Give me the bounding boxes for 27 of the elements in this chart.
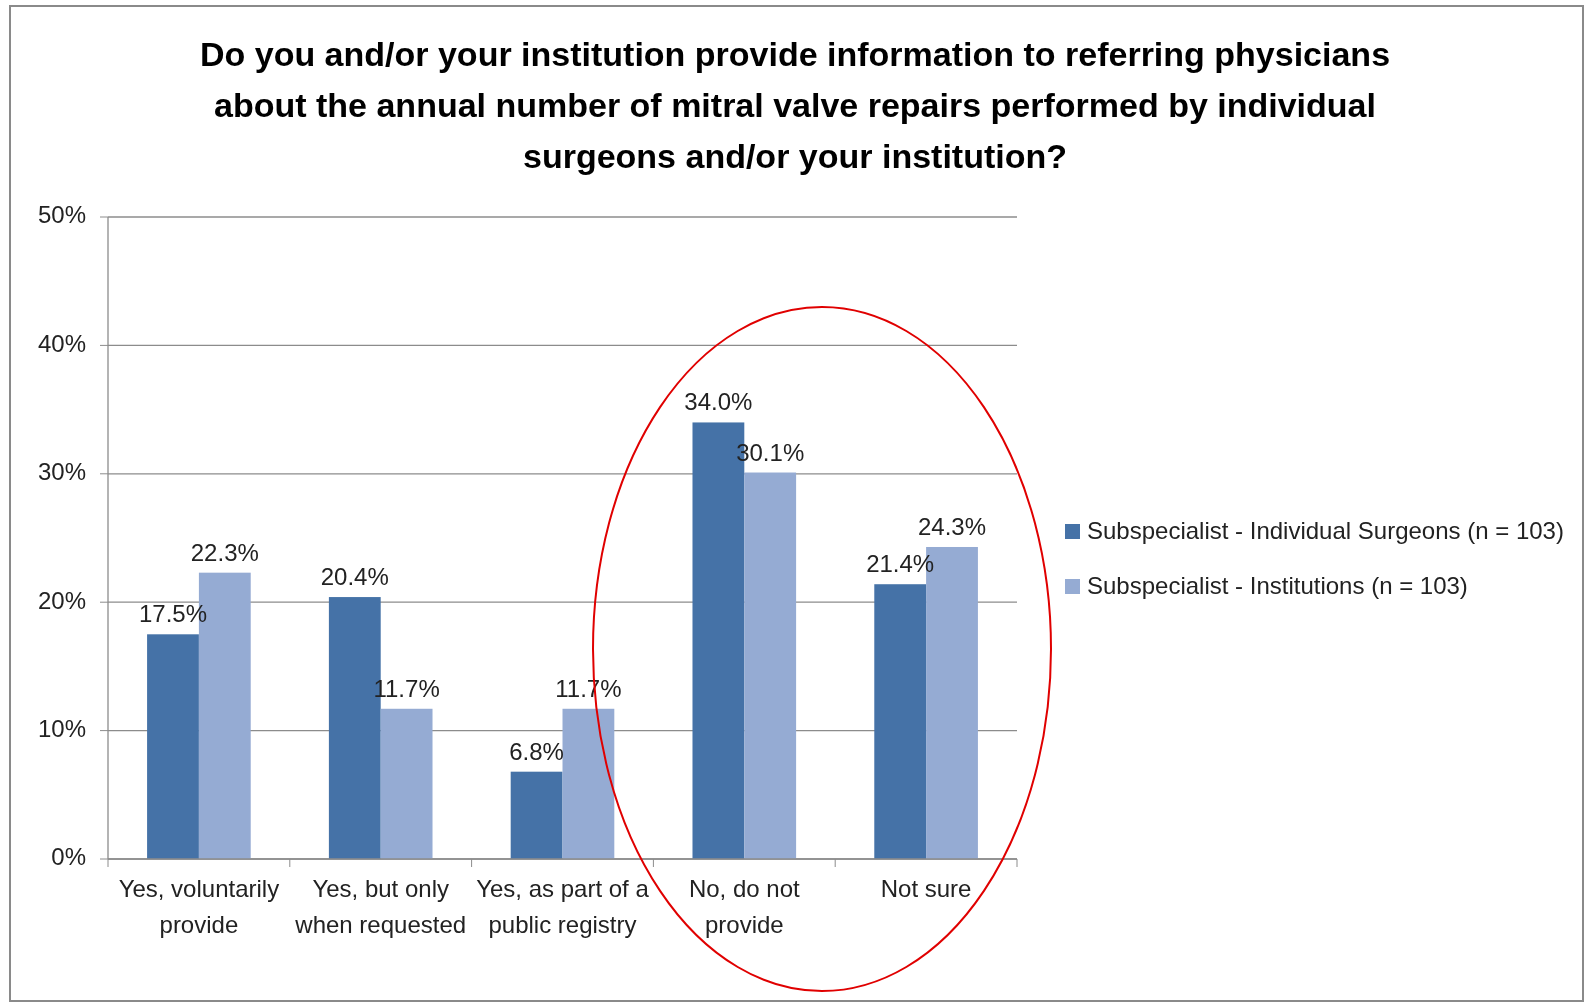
y-tick-label: 20% xyxy=(37,586,86,614)
x-tick-label: Not sure xyxy=(880,875,972,902)
x-tick-label: Yes, voluntarily provide xyxy=(118,875,280,938)
bar xyxy=(562,708,615,859)
data-label: 21.4% xyxy=(866,550,935,578)
bar xyxy=(874,584,927,859)
bar xyxy=(147,634,199,859)
legend-label: Subspecialist - Individual Surgeons (n = 103) xyxy=(1087,517,1564,545)
data-label: 24.3% xyxy=(917,512,987,540)
y-tick-label: 10% xyxy=(37,714,86,742)
y-tick-label: 50% xyxy=(37,201,86,229)
y-tick-label: 40% xyxy=(37,329,86,357)
bar xyxy=(510,771,563,859)
bar xyxy=(744,472,797,859)
x-tick-label: No, do not provide xyxy=(688,875,800,938)
legend-label: Subspecialist - Institutions (n = 103) xyxy=(1087,572,1468,600)
y-tick-label: 30% xyxy=(37,458,86,486)
x-tick-label: Yes, as part of a public registry xyxy=(476,875,650,938)
chart-title: Do you and/or your institution provide information to referring physicians about the annual number of mitral valve repairs performed by individual surgeons and/or your institution? xyxy=(199,35,1391,175)
x-tick-label: Yes, but only when requested xyxy=(294,875,467,938)
data-label: 34.0% xyxy=(684,388,753,416)
data-label: 6.8% xyxy=(509,737,564,765)
data-label: 22.3% xyxy=(190,538,259,566)
data-label: 17.5% xyxy=(138,600,208,628)
y-tick-label: 0% xyxy=(51,843,86,871)
data-label: 20.4% xyxy=(320,563,389,591)
bar xyxy=(380,708,433,859)
